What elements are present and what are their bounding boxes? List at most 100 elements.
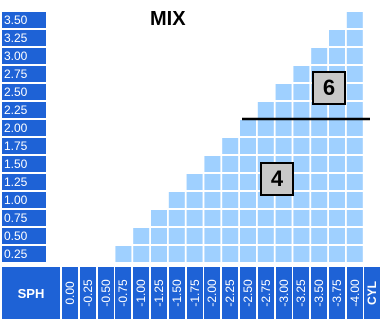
grid-cell-sph-1.25-cyl--3.25 xyxy=(293,174,310,190)
grid-cell-sph-0.25-cyl--1.25 xyxy=(151,246,167,262)
sph-tick-label: 2.00 xyxy=(2,120,46,136)
grid-cell-sph-0.75-cyl--3.75 xyxy=(329,210,345,226)
grid-cell-sph-0.50-cyl--2.75 xyxy=(257,228,274,244)
cyl-tick-label: -2.00 xyxy=(204,267,221,319)
sph-tick-label: 0.75 xyxy=(2,210,46,226)
sph-tick-label: 2.25 xyxy=(2,102,46,118)
grid-cell-sph-0.75-cyl--2.75 xyxy=(257,210,274,226)
chart-title: MIX xyxy=(150,8,186,30)
sph-tick-label: 0.25 xyxy=(2,246,46,262)
grid-cell-sph-2.00-cyl--2.75 xyxy=(257,120,274,136)
grid-cell-sph-1.25-cyl--4.00 xyxy=(346,174,363,190)
grid-cell-sph-1.00-cyl--2.25 xyxy=(222,192,239,208)
grid-cell-sph-0.50-cyl--1.00 xyxy=(133,228,150,244)
grid-cell-sph-1.00-cyl--3.00 xyxy=(275,192,292,208)
grid-cell-sph-1.00-cyl--4.00 xyxy=(346,192,363,208)
grid-cell-sph-0.50-cyl--3.75 xyxy=(329,228,345,244)
grid-cell-sph-2.25-cyl--3.50 xyxy=(311,102,328,118)
grid-cell-sph-0.75-cyl--4.00 xyxy=(346,210,363,226)
grid-cell-sph-0.75-cyl--1.75 xyxy=(186,210,203,226)
grid-cell-sph-1.00-cyl--3.25 xyxy=(293,192,310,208)
grid-cell-sph-2.50-cyl--4.00 xyxy=(346,84,363,100)
sph-tick-label: 3.25 xyxy=(2,30,46,46)
grid-cell-sph-1.00-cyl--2.75 xyxy=(257,192,274,208)
grid-cell-sph-3.00-cyl--4.00 xyxy=(346,48,363,64)
grid-cell-sph-1.25-cyl--2.00 xyxy=(204,174,221,190)
grid-cell-sph-0.25-cyl--3.00 xyxy=(275,246,292,262)
grid-cell-sph-2.75-cyl--3.25 xyxy=(293,66,310,82)
grid-cell-sph-0.25-cyl--4.00 xyxy=(346,246,363,262)
cyl-tick-label: -1.75 xyxy=(186,267,203,319)
grid-cell-sph-1.50-cyl--3.50 xyxy=(311,156,328,172)
grid-cell-sph-0.25-cyl--3.50 xyxy=(311,246,328,262)
cyl-tick-label: -3.25 xyxy=(293,267,310,319)
sph-tick-label: 1.25 xyxy=(2,174,46,190)
sph-tick-label: 1.00 xyxy=(2,192,46,208)
grid-cell-sph-0.75-cyl--2.25 xyxy=(222,210,239,226)
sph-tick-label: 2.50 xyxy=(2,84,46,100)
cyl-tick-label: -2.25 xyxy=(222,267,239,319)
grid-cell-sph-0.25-cyl--1.50 xyxy=(168,246,185,262)
sph-tick-label: 1.50 xyxy=(2,156,46,172)
grid-cell-sph-0.50-cyl--1.25 xyxy=(151,228,167,244)
grid-cell-sph-1.75-cyl--2.75 xyxy=(257,138,274,154)
grid-cell-sph-0.25-cyl--0.75 xyxy=(115,246,132,262)
cyl-tick-label: -1.25 xyxy=(151,267,167,319)
cyl-tick-label: -2.75 xyxy=(257,267,274,319)
grid-cell-sph-3.50-cyl--4.00 xyxy=(346,12,363,28)
grid-cell-sph-2.00-cyl--3.00 xyxy=(275,120,292,136)
grid-cell-sph-0.50-cyl--2.50 xyxy=(240,228,256,244)
grid-cell-sph-1.00-cyl--3.50 xyxy=(311,192,328,208)
sph-tick-label: 1.75 xyxy=(2,138,46,154)
grid-cell-sph-0.75-cyl--3.50 xyxy=(311,210,328,226)
cyl-tick-label: -4.00 xyxy=(346,267,363,319)
grid-cell-sph-1.25-cyl--3.75 xyxy=(329,174,345,190)
grid-cell-sph-0.25-cyl--2.75 xyxy=(257,246,274,262)
grid-cell-sph-1.00-cyl--3.75 xyxy=(329,192,345,208)
grid-cell-sph-2.25-cyl--3.25 xyxy=(293,102,310,118)
cyl-tick-label: -0.25 xyxy=(79,267,96,319)
grid-cell-sph-2.25-cyl--3.00 xyxy=(275,102,292,118)
cyl-tick-label: -0.50 xyxy=(97,267,114,319)
grid-cell-sph-2.25-cyl--3.75 xyxy=(329,102,345,118)
grid-cell-sph-2.50-cyl--3.25 xyxy=(293,84,310,100)
grid-cell-sph-0.75-cyl--1.50 xyxy=(168,210,185,226)
grid-cell-sph-1.25-cyl--1.75 xyxy=(186,174,203,190)
grid-cell-sph-1.00-cyl--2.00 xyxy=(204,192,221,208)
grid-cell-sph-0.25-cyl--1.00 xyxy=(133,246,150,262)
grid-cell-sph-1.75-cyl--3.75 xyxy=(329,138,345,154)
cyl-tick-label: -0.75 xyxy=(115,267,132,319)
grid-cell-sph-0.50-cyl--3.00 xyxy=(275,228,292,244)
grid-cell-sph-0.75-cyl--2.00 xyxy=(204,210,221,226)
grid-cell-sph-2.00-cyl--3.50 xyxy=(311,120,328,136)
zone-badge-6: 6 xyxy=(312,71,346,105)
grid-cell-sph-1.50-cyl--4.00 xyxy=(346,156,363,172)
grid-cell-sph-0.50-cyl--4.00 xyxy=(346,228,363,244)
grid-cell-sph-0.25-cyl--3.25 xyxy=(293,246,310,262)
cyl-axis-title-text: CYL xyxy=(365,281,379,305)
zone-badge-4: 4 xyxy=(260,162,294,196)
grid-cell-sph-2.00-cyl--4.00 xyxy=(346,120,363,136)
sph-tick-label: 0.50 xyxy=(2,228,46,244)
grid-cell-sph-0.50-cyl--1.50 xyxy=(168,228,185,244)
grid-cell-sph-3.25-cyl--4.00 xyxy=(346,30,363,46)
grid-cell-sph-1.50-cyl--3.25 xyxy=(293,156,310,172)
grid-cell-sph-0.50-cyl--2.25 xyxy=(222,228,239,244)
sph-axis-title: SPH xyxy=(2,267,60,319)
grid-cell-sph-0.25-cyl--1.75 xyxy=(186,246,203,262)
cyl-tick-label: -3.75 xyxy=(329,267,345,319)
grid-cell-sph-0.25-cyl--2.25 xyxy=(222,246,239,262)
grid-cell-sph-2.00-cyl--3.75 xyxy=(329,120,345,136)
sph-tick-label: 2.75 xyxy=(2,66,46,82)
cyl-tick-label: -1.00 xyxy=(133,267,150,319)
grid-cell-sph-1.75-cyl--3.50 xyxy=(311,138,328,154)
grid-cell-sph-1.75-cyl--3.25 xyxy=(293,138,310,154)
grid-cell-sph-1.50-cyl--2.50 xyxy=(240,156,256,172)
grid-cell-sph-0.75-cyl--3.00 xyxy=(275,210,292,226)
grid-cell-sph-0.50-cyl--1.75 xyxy=(186,228,203,244)
cyl-tick-label: -3.50 xyxy=(311,267,328,319)
grid-cell-sph-2.00-cyl--3.25 xyxy=(293,120,310,136)
grid-cell-sph-0.75-cyl--3.25 xyxy=(293,210,310,226)
grid-cell-sph-1.75-cyl--2.25 xyxy=(222,138,239,154)
grid-cell-sph-1.25-cyl--2.25 xyxy=(222,174,239,190)
